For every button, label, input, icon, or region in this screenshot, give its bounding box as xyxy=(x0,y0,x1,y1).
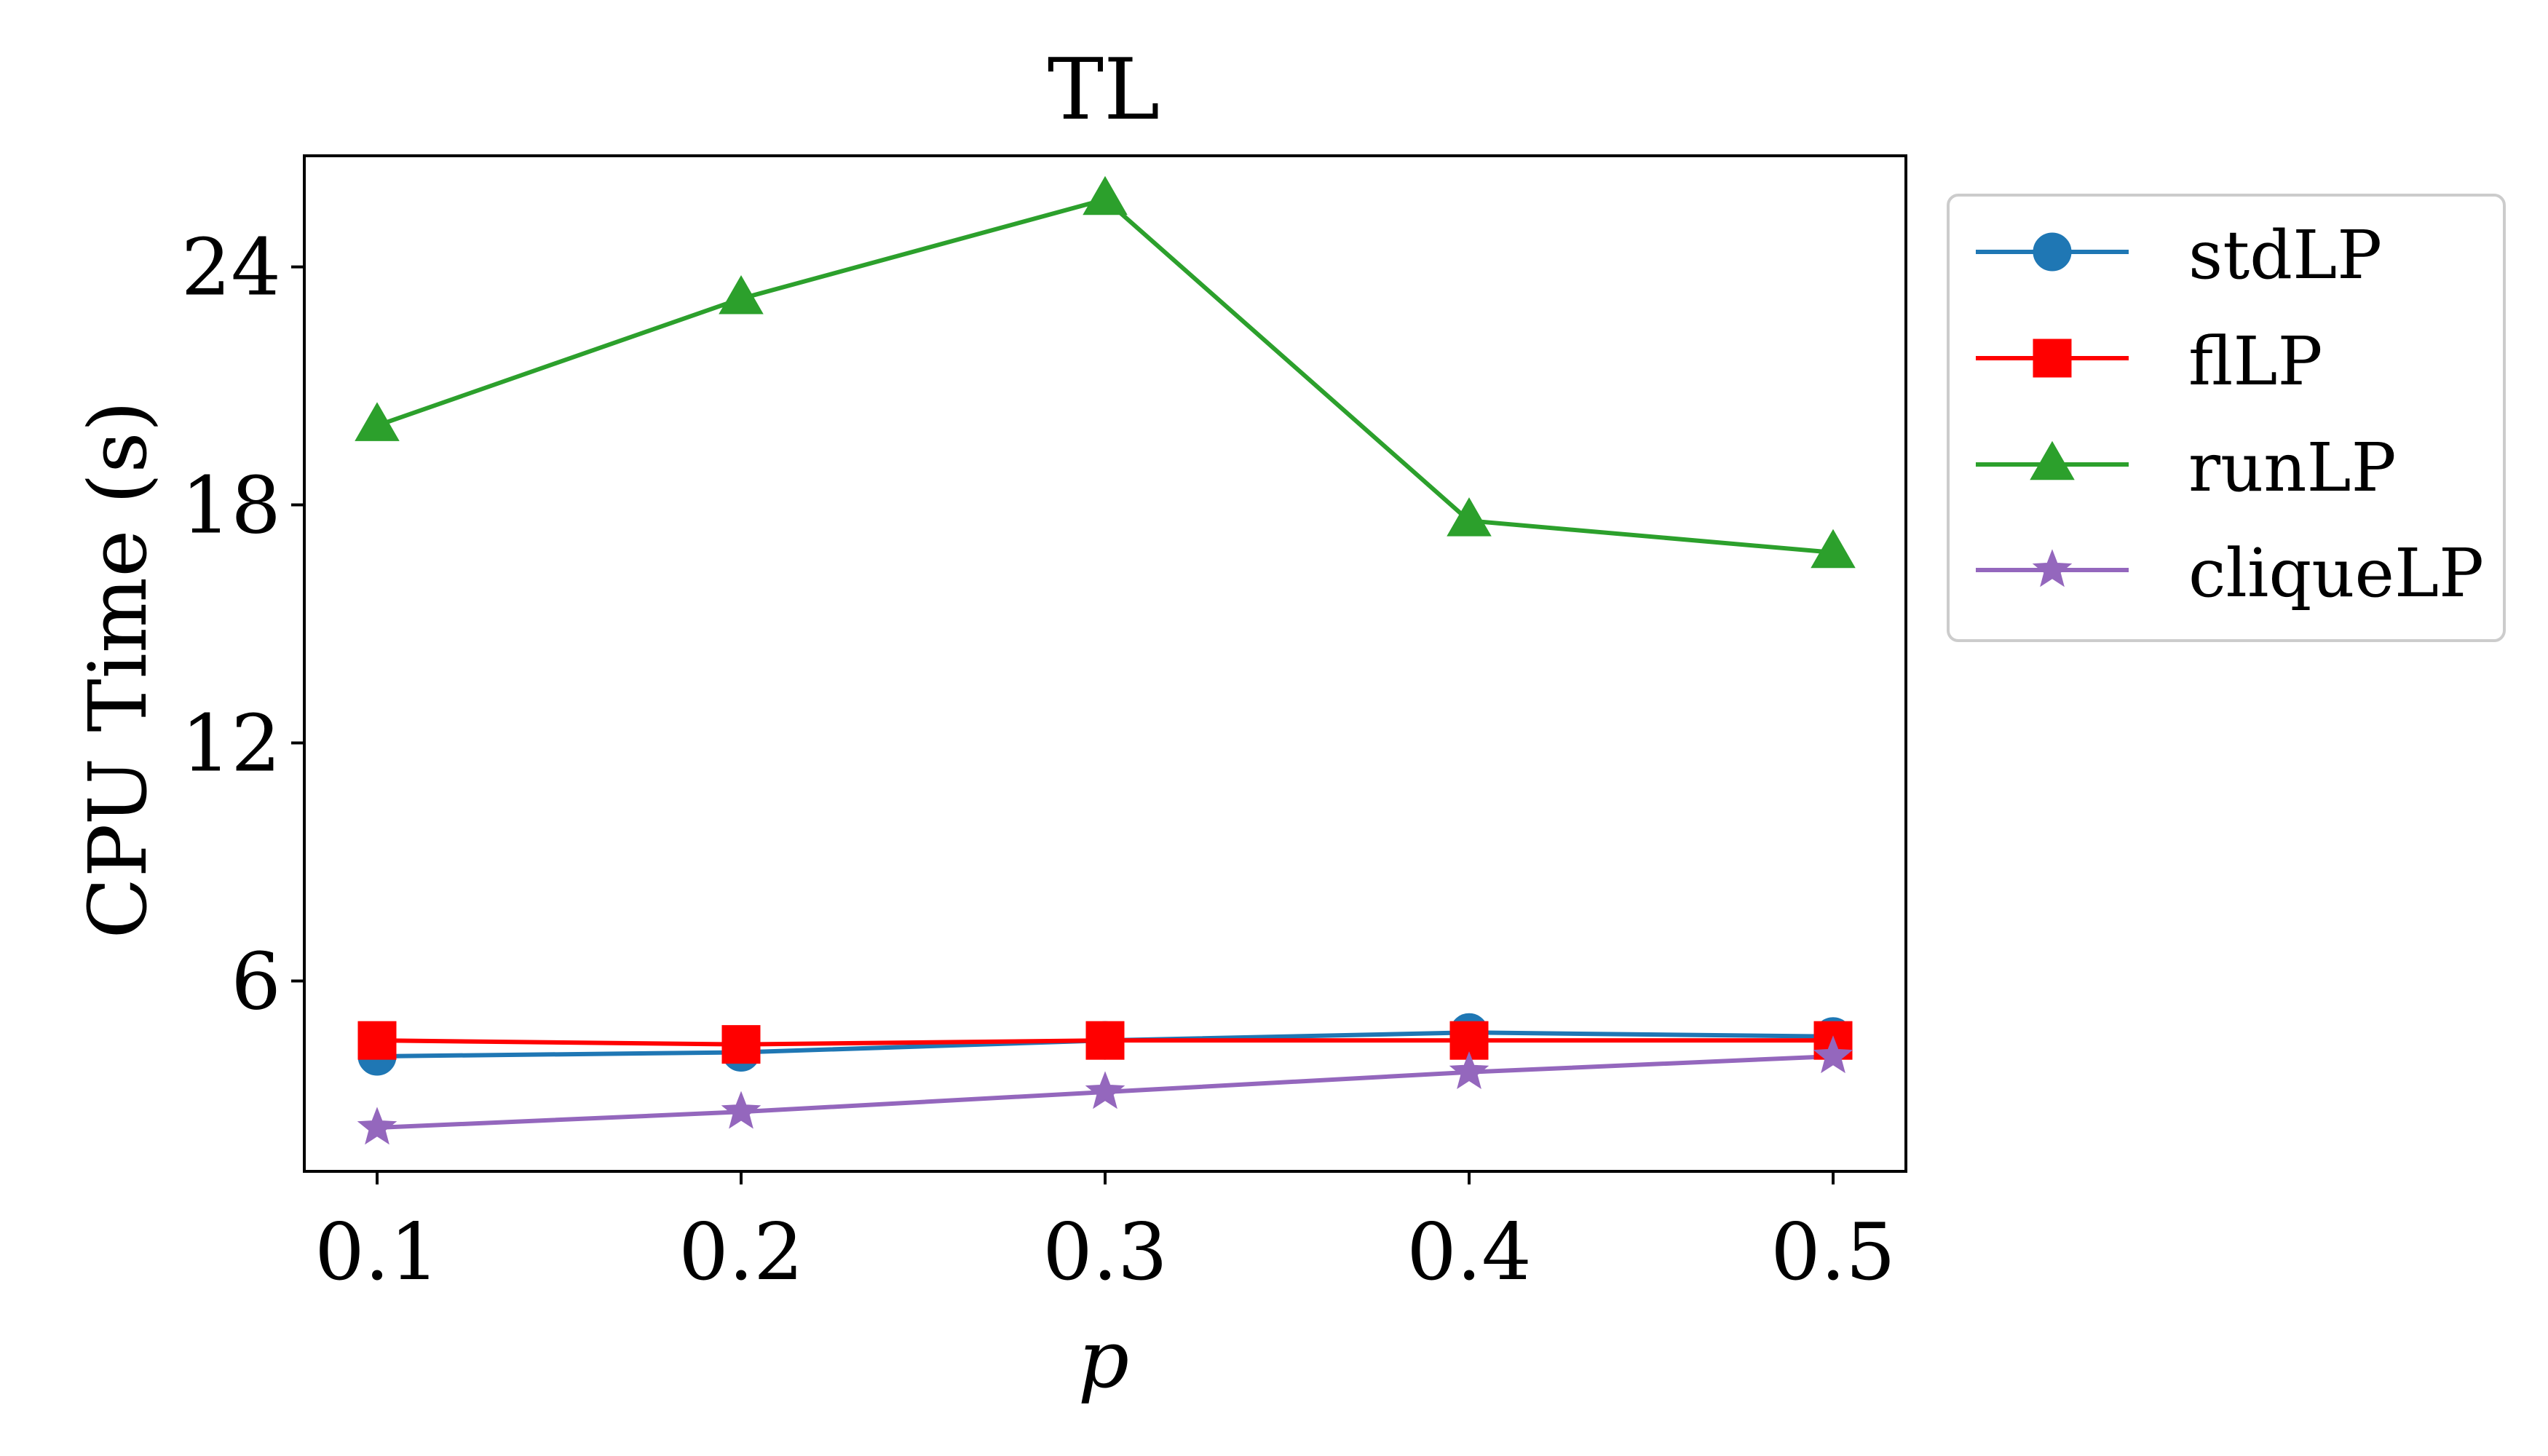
legend-label: flLP xyxy=(2188,323,2322,400)
data-point-cliqueLP xyxy=(721,1091,761,1129)
data-point-flLP xyxy=(721,1025,761,1064)
chart-title: TL xyxy=(1048,41,1160,139)
series-lines xyxy=(376,197,1834,1131)
x-tick-label: 0.5 xyxy=(1770,1207,1896,1298)
legend-item-cliqueLP: cliqueLP xyxy=(1976,534,2484,612)
legend-item-stdLP: stdLP xyxy=(1976,216,2382,294)
x-tick-label: 0.1 xyxy=(314,1207,440,1298)
y-axis-label: CPU Time (s) xyxy=(71,400,165,938)
series-points-cliqueLP xyxy=(357,1035,1853,1145)
data-point-cliqueLP xyxy=(1449,1051,1489,1089)
data-point-runLP xyxy=(1811,529,1856,569)
data-point-cliqueLP xyxy=(357,1107,397,1145)
data-point-runLP xyxy=(1083,175,1128,215)
data-point-runLP xyxy=(719,274,764,314)
series-points-runLP xyxy=(355,175,1856,569)
data-point-cliqueLP xyxy=(1813,1035,1853,1074)
y-tick-label: 6 xyxy=(231,936,281,1027)
legend-item-runLP: runLP xyxy=(1976,429,2396,507)
legend: stdLP flLP runLP cliqueLP xyxy=(1947,194,2506,642)
y-tick-label: 18 xyxy=(181,461,281,552)
data-point-runLP xyxy=(355,402,400,441)
legend-label: stdLP xyxy=(2188,216,2382,294)
series-markers xyxy=(355,175,1856,1145)
data-point-flLP xyxy=(357,1021,397,1060)
data-point-runLP xyxy=(1447,497,1492,537)
series-line-runLP xyxy=(376,197,1834,555)
x-tick-label: 0.2 xyxy=(678,1207,804,1298)
legend-box xyxy=(1947,194,2506,642)
data-point-cliqueLP xyxy=(1085,1071,1125,1109)
legend-marker-stdLP xyxy=(2033,232,2072,272)
legend-marker-cliqueLP xyxy=(2032,549,2073,587)
x-tick-label: 0.4 xyxy=(1406,1207,1532,1298)
y-ticks: 6 12 18 24 xyxy=(181,223,304,1027)
y-tick-label: 24 xyxy=(181,223,281,314)
plot-area-frame xyxy=(303,154,1907,1173)
legend-label: runLP xyxy=(2188,429,2396,507)
legend-label: cliqueLP xyxy=(2188,534,2484,612)
legend-marker-flLP xyxy=(2033,339,2072,378)
legend-item-flLP: flLP xyxy=(1976,323,2322,400)
data-point-flLP xyxy=(1085,1021,1125,1060)
legend-marker-runLP xyxy=(2030,440,2075,480)
x-axis-label: p xyxy=(1078,1313,1129,1406)
x-ticks: 0.1 0.2 0.3 0.4 0.5 xyxy=(314,1171,1896,1298)
x-tick-label: 0.3 xyxy=(1042,1207,1168,1298)
y-tick-label: 12 xyxy=(181,698,281,789)
